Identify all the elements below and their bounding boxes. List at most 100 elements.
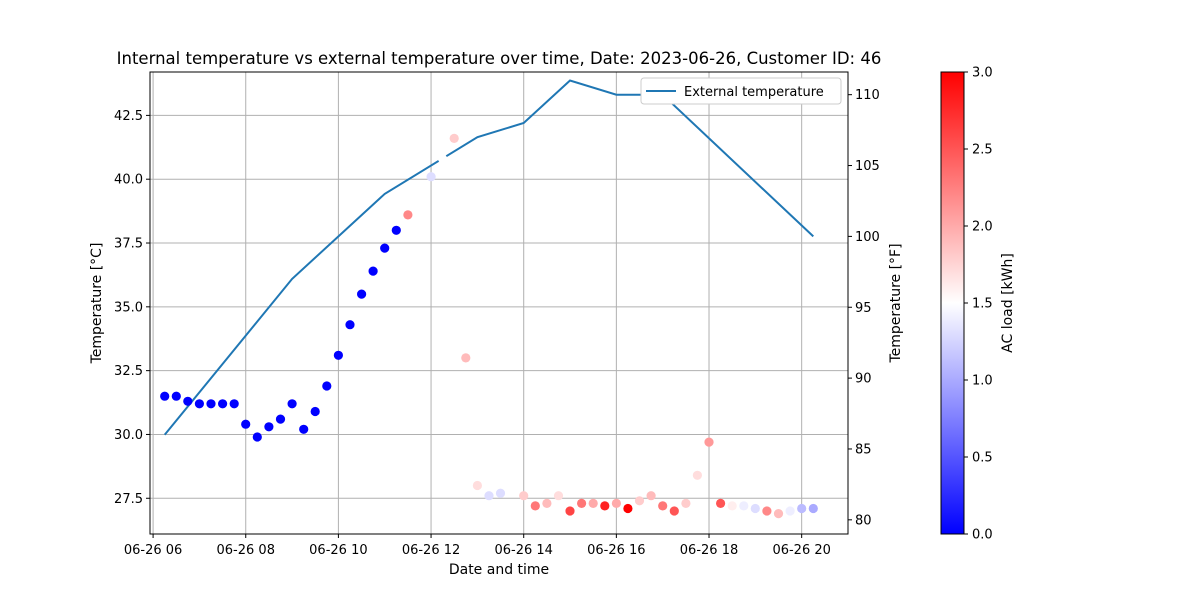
y-right-tick-label: 85 [855, 442, 872, 457]
y-left-tick-label: 40.0 [114, 173, 143, 188]
scatter-point [264, 422, 274, 432]
scatter-point [380, 243, 390, 253]
colorbar-tick-label: 1.5 [972, 297, 993, 312]
scatter-point [461, 353, 471, 363]
scatter-point [414, 189, 425, 200]
scatter-point [252, 432, 262, 442]
y-left-tick-label: 32.5 [114, 364, 143, 379]
y-axis-right-ticks: 80 85 90 95 100 105 110 [848, 88, 880, 528]
scatter-point [218, 399, 228, 409]
scatter-point [681, 498, 691, 508]
scatter-point [310, 406, 320, 417]
scatter-point [357, 289, 367, 299]
x-tick-label: 06-26 10 [309, 543, 367, 558]
x-tick-label: 06-26 18 [680, 543, 738, 558]
legend: External temperature [640, 77, 842, 105]
y-left-tick-label: 42.5 [114, 109, 143, 124]
colorbar: 0.0 0.5 1.0 1.5 2.0 2.5 3.0 AC load [kWh] [940, 66, 1016, 543]
y-right-tick-label: 110 [855, 88, 880, 103]
y-left-tick-label: 27.5 [114, 492, 143, 507]
scatter-point [797, 503, 807, 514]
scatter-point [716, 498, 726, 508]
x-tick-label: 06-26 06 [124, 543, 182, 558]
scatter-point [171, 391, 181, 401]
x-tick-label: 06-26 16 [587, 543, 645, 558]
y-left-tick-label: 30.0 [114, 428, 143, 443]
scatter-point [345, 320, 355, 330]
y-left-tick-label: 35.0 [114, 300, 143, 315]
y-axis-left-label: Temperature [°C] [89, 243, 105, 365]
scatter-point [553, 491, 564, 501]
scatter-point [333, 350, 343, 360]
y-right-tick-label: 80 [855, 513, 872, 528]
plot-frame [149, 71, 849, 535]
scatter-point [484, 491, 494, 501]
x-tick-label: 06-26 08 [217, 543, 275, 558]
colorbar-gradient [940, 71, 965, 535]
scatter-point [704, 437, 714, 447]
scatter-point [299, 424, 309, 434]
scatter-point [206, 399, 216, 409]
y-right-tick-label: 90 [855, 372, 872, 387]
scatter-point [287, 399, 297, 409]
scatter-point [634, 496, 645, 506]
internal-temperature-series [160, 133, 818, 519]
scatter-point [739, 501, 749, 511]
scatter-point [542, 498, 552, 508]
scatter-point [160, 391, 170, 401]
scatter-point [600, 501, 610, 511]
scatter-point [495, 488, 506, 498]
scatter-point [692, 470, 703, 480]
colorbar-ticks: 0.0 0.5 1.0 1.5 2.0 2.5 3.0 [964, 66, 993, 543]
colorbar-tick-label: 2.0 [972, 220, 993, 235]
scatter-point [750, 503, 760, 514]
scatter-point [403, 210, 413, 220]
y-right-tick-label: 100 [855, 230, 880, 245]
chart-title: Internal temperature vs external tempera… [117, 49, 882, 68]
scatter-point [588, 498, 598, 508]
scatter-point [785, 506, 795, 516]
scatter-point [646, 491, 656, 501]
y-right-tick-label: 105 [855, 159, 880, 174]
y-right-tick-label: 95 [855, 301, 872, 316]
x-axis-label: Date and time [449, 562, 549, 578]
legend-label-external-temperature: External temperature [684, 85, 824, 100]
y-left-tick-label: 37.5 [114, 237, 143, 252]
scatter-point [577, 498, 587, 508]
colorbar-tick-label: 0.0 [972, 528, 993, 543]
colorbar-tick-label: 2.5 [972, 143, 993, 158]
x-axis-ticks: 06-26 06 06-26 08 06-26 10 06-26 12 06-26 14… [124, 534, 831, 558]
scatter-point [565, 506, 575, 516]
colorbar-tick-label: 0.5 [972, 451, 993, 466]
scatter-point [623, 503, 633, 514]
grid-lines [150, 72, 848, 534]
scatter-point [322, 381, 332, 391]
scatter-point [241, 419, 251, 429]
scatter-point [194, 399, 204, 409]
external-temperature-series [163, 79, 814, 436]
x-tick-label: 06-26 20 [772, 543, 830, 558]
scatter-point [808, 503, 818, 514]
x-tick-label: 06-26 14 [494, 543, 552, 558]
scatter-point [391, 225, 401, 235]
y-axis-left-ticks: 27.5 30.0 32.5 35.0 37.5 40.0 42.5 [114, 109, 150, 507]
colorbar-tick-label: 3.0 [972, 66, 993, 81]
scatter-point [426, 172, 436, 182]
scatter-point [183, 396, 193, 406]
scatter-point [449, 133, 459, 143]
scatter-point [773, 508, 784, 519]
external-temperature-line [163, 79, 814, 436]
scatter-point [368, 266, 378, 276]
scatter-point [275, 414, 286, 424]
scatter-point [762, 506, 772, 516]
scatter-point [229, 399, 239, 409]
scatter-point [472, 480, 482, 491]
x-tick-label: 06-26 12 [402, 543, 460, 558]
scatter-point [658, 501, 668, 511]
colorbar-label: AC load [kWh] [1000, 253, 1016, 353]
scatter-point [669, 506, 679, 516]
scatter-point [530, 501, 540, 511]
y-axis-right-label: Temperature [°F] [888, 243, 904, 363]
legend-box [640, 77, 842, 105]
